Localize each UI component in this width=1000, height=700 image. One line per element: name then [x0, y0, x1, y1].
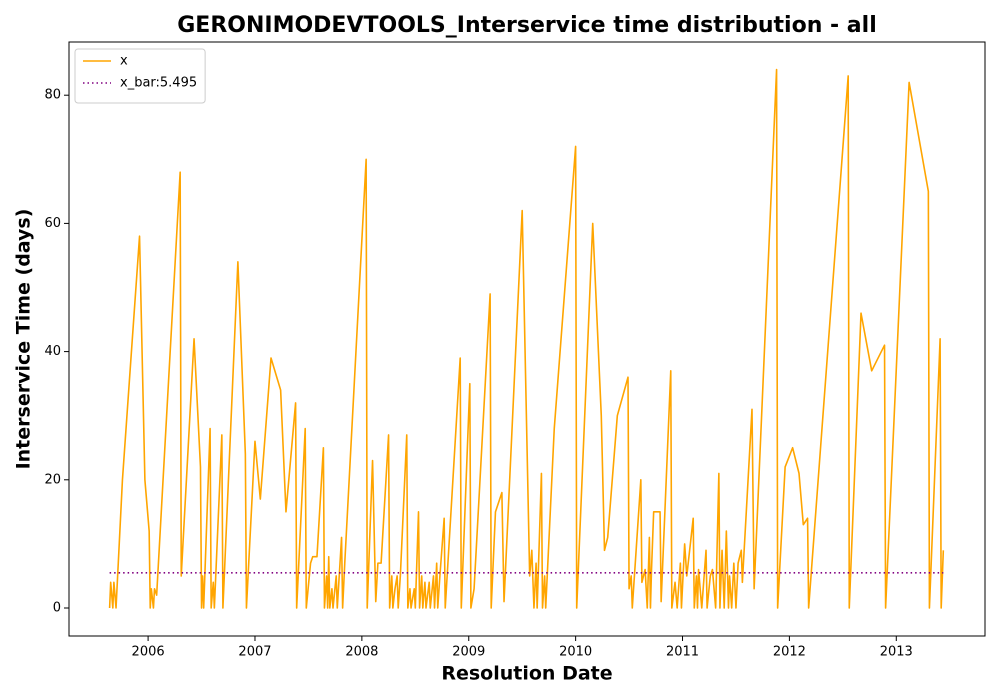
y-tick-label: 40: [44, 344, 61, 359]
legend-box: [74, 48, 206, 104]
plot-frame: [68, 41, 986, 637]
x-tick-label: 2008: [345, 645, 378, 660]
y-tick-label: 60: [44, 216, 61, 231]
legend: x x_bar:5.495: [74, 48, 206, 104]
legend-label: x_bar:5.495: [120, 76, 197, 91]
x-tick-label: 2012: [773, 645, 806, 660]
x-tick-label: 2013: [880, 645, 913, 660]
x-tick-label: 2006: [132, 645, 165, 660]
series-line: [108, 68, 945, 609]
x-axis-label: Resolution Date: [441, 663, 612, 685]
y-axis-label: Interservice Time (days): [13, 209, 35, 470]
x-tick-label: 2011: [666, 645, 699, 660]
chart-title: GERONIMODEVTOOLS_Interservice time distr…: [177, 13, 877, 38]
x-tick-label: 2009: [452, 645, 485, 660]
y-tick-label: 0: [53, 600, 61, 615]
legend-label: x: [120, 54, 128, 69]
x-tick-label: 2007: [238, 645, 271, 660]
x-tick-label: 2010: [559, 645, 592, 660]
y-tick-label: 80: [44, 88, 61, 103]
y-tick-label: 20: [44, 472, 61, 487]
